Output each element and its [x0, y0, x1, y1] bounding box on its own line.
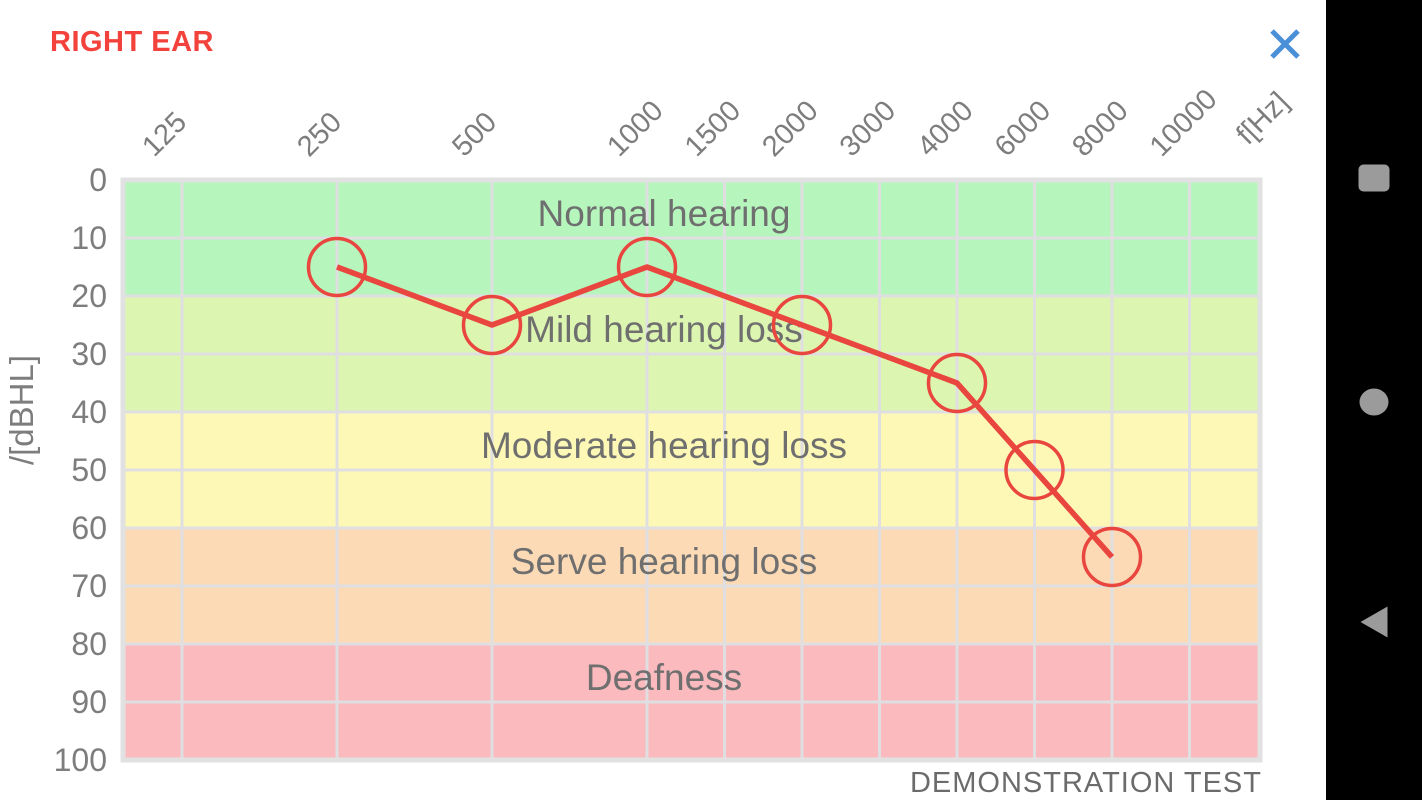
x-tick-label: 4000: [911, 95, 979, 163]
y-tick-label: 40: [71, 394, 107, 430]
y-tick-label: 50: [71, 452, 107, 488]
data-point-circle: [771, 294, 833, 356]
zone-label: Normal hearing: [538, 193, 791, 234]
close-button[interactable]: [1268, 26, 1302, 60]
y-axis-labels: 0 10 20 30 40 50 60 70 80 90 100: [54, 162, 107, 778]
home-circle-icon: [1359, 388, 1389, 416]
zone-label: Mild hearing loss: [525, 309, 803, 350]
home-button[interactable]: [1326, 370, 1422, 434]
recents-button[interactable]: [1326, 146, 1422, 210]
chart-footer-note: DEMONSTRATION TEST: [910, 767, 1262, 799]
android-nav-bar: [1326, 0, 1422, 800]
zone-label: Moderate hearing loss: [481, 425, 847, 466]
y-tick-label: 20: [71, 278, 107, 314]
y-tick-label: 80: [71, 626, 107, 662]
y-tick-label: 30: [71, 336, 107, 372]
x-tick-label: 2000: [756, 95, 824, 163]
x-tick-label: 6000: [989, 95, 1057, 163]
x-tick-label: 250: [291, 106, 348, 163]
audiogram-chart: Normal hearing Mild hearing loss Moderate …: [3, 83, 1295, 799]
x-axis-unit-label: f[Hz]: [1230, 86, 1295, 151]
data-point-circle: [926, 352, 988, 414]
y-tick-label: 0: [89, 162, 107, 198]
x-axis-labels: 125 250 500 1000 1500 2000 3000 4000 6000 8000 100…: [136, 83, 1223, 163]
y-tick-label: 60: [71, 510, 107, 546]
zone-labels: Normal hearing Mild hearing loss Moderate …: [481, 193, 847, 698]
back-button[interactable]: [1326, 590, 1422, 654]
x-tick-label: 1500: [679, 95, 747, 163]
y-tick-label: 10: [71, 220, 107, 256]
threshold-series: [306, 236, 1143, 588]
y-axis-title: /[dBHL]: [3, 355, 40, 465]
grid-lines: [123, 180, 1260, 760]
y-tick-label: 90: [71, 684, 107, 720]
x-tick-label: 3000: [834, 95, 902, 163]
data-point-circle: [616, 236, 678, 298]
x-tick-label: 500: [446, 106, 503, 163]
back-triangle-icon: [1360, 606, 1388, 638]
zone-label: Serve hearing loss: [511, 541, 817, 582]
recents-square-icon: [1358, 164, 1390, 192]
data-point-circle: [1081, 526, 1143, 588]
y-tick-label: 100: [54, 742, 107, 778]
plot-border-rect: [120, 177, 1263, 763]
x-tick-label: 10000: [1144, 83, 1224, 163]
x-tick-label: 125: [136, 106, 193, 163]
x-tick-label: 8000: [1066, 95, 1134, 163]
data-point-circle: [1004, 439, 1065, 501]
threshold-line: [336, 264, 1115, 559]
data-point-circle: [306, 236, 368, 298]
page-title: RIGHT EAR: [50, 26, 214, 58]
y-tick-label: 70: [71, 568, 107, 604]
plot-border: [120, 177, 1263, 763]
data-point-circle: [461, 294, 523, 356]
zone-label: Deafness: [586, 657, 742, 698]
x-tick-label: 1000: [601, 95, 669, 163]
close-icon: [1270, 29, 1300, 59]
